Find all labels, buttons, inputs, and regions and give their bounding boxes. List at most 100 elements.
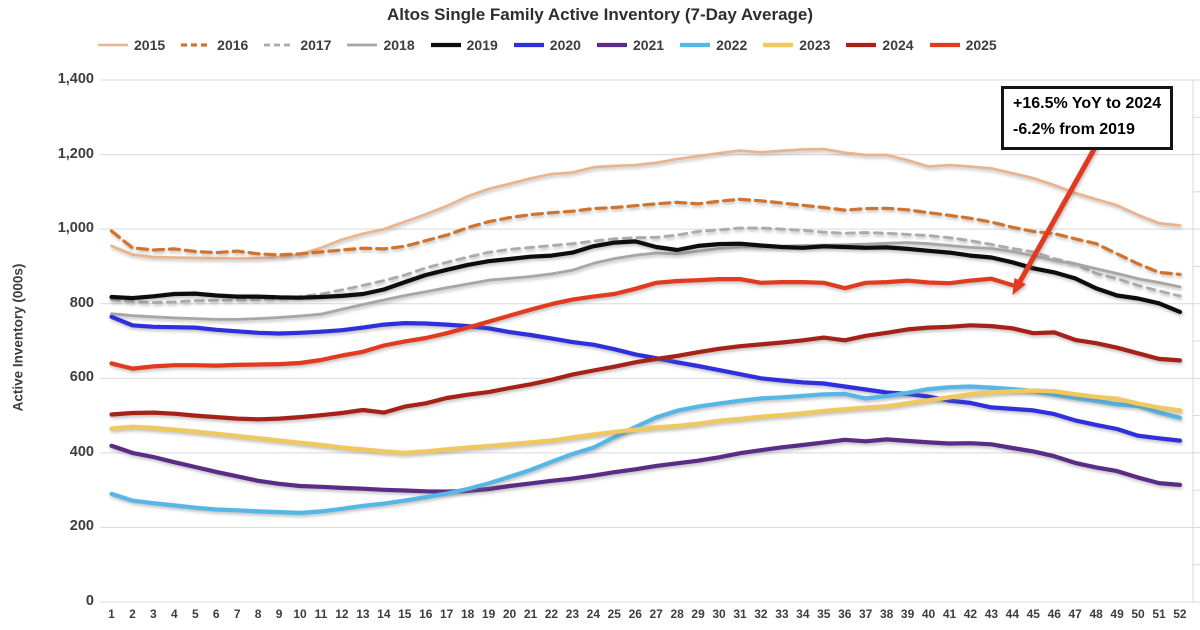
x-tick-label: 12 (335, 607, 349, 621)
legend-label: 2015 (134, 37, 166, 53)
x-tick-label: 48 (1089, 607, 1103, 621)
series-line-2017 (110, 226, 1182, 305)
x-tick-label: 7 (233, 607, 241, 621)
x-tick-label: 13 (356, 607, 370, 621)
x-tick-label: 11 (314, 607, 328, 621)
x-tick-label: 5 (191, 607, 199, 621)
x-tick-label: 52 (1173, 607, 1187, 621)
legend-item-2017: 2017 (263, 37, 331, 53)
legend-swatch-2017 (264, 43, 295, 47)
legend-label: 2021 (632, 37, 665, 53)
series-line-2018 (110, 241, 1182, 321)
x-tick-label: 39 (900, 607, 915, 621)
x-tick-label: 3 (150, 607, 157, 621)
series-line-2019 (109, 239, 1183, 314)
x-tick-label: 32 (754, 607, 768, 621)
x-tick-label: 38 (879, 607, 894, 621)
chart-title: Altos Single Family Active Inventory (7-… (386, 5, 814, 24)
legend-swatch-2020 (513, 42, 544, 48)
x-tick-label: 43 (984, 607, 999, 621)
x-tick-label: 24 (586, 607, 601, 621)
x-tick-label: 2 (129, 607, 136, 621)
x-tick-label: 46 (1047, 607, 1061, 621)
x-tick-label: 20 (502, 607, 517, 621)
series-line-2025 (109, 276, 1015, 371)
x-tick-label: 10 (293, 607, 307, 621)
y-tick-label: 1,000 (57, 220, 94, 237)
legend-label: 2025 (965, 37, 997, 53)
x-tick-label: 29 (691, 607, 705, 621)
legend-item-2020: 2020 (513, 37, 581, 53)
legend-item-2023: 2023 (762, 37, 830, 53)
series-line-2020 (109, 314, 1183, 443)
series-line-2023 (109, 388, 1183, 456)
legend-label: 2022 (716, 37, 748, 53)
legend-item-2015: 2015 (97, 37, 165, 53)
legend-swatch-2021 (596, 42, 627, 48)
legend-item-2018: 2018 (346, 37, 415, 53)
x-tick-label: 18 (460, 607, 475, 621)
x-tick-label: 35 (817, 607, 831, 621)
legend-label: 2017 (300, 37, 332, 53)
x-tick-label: 44 (1005, 607, 1020, 621)
annotation-arrow-shaft (1017, 142, 1100, 283)
x-tick-label: 47 (1068, 607, 1082, 621)
x-tick-label: 27 (649, 607, 663, 621)
y-tick-label: 1,200 (57, 145, 94, 162)
x-tick-label: 50 (1131, 607, 1145, 621)
series-line-2024 (109, 323, 1183, 422)
legend-swatch-2019 (430, 42, 461, 48)
series-line-2021 (109, 437, 1183, 494)
series-line-2022 (109, 384, 1183, 516)
legend-swatch-2016 (181, 43, 212, 47)
x-tick-label: 42 (963, 607, 978, 621)
x-tick-label: 31 (733, 607, 747, 621)
x-tick-label: 8 (254, 607, 262, 621)
x-tick-label: 40 (921, 607, 936, 621)
y-tick-label: 0 (85, 593, 94, 609)
x-tick-label: 45 (1026, 607, 1040, 621)
y-tick-label: 200 (69, 518, 94, 535)
legend-swatch-2023 (763, 42, 794, 48)
y-tick-label: 400 (69, 443, 94, 460)
annotation-callout: +16.5% YoY to 2024 -6.2% from 2019 (1001, 86, 1174, 150)
annotation-arrow-head (1012, 277, 1026, 296)
x-tick-label: 51 (1152, 607, 1166, 621)
legend-item-2016: 2016 (180, 37, 248, 53)
legend-swatch-2024 (846, 42, 877, 48)
legend-item-2022: 2022 (679, 37, 747, 53)
legend-swatch-2025 (929, 42, 960, 48)
legend-label: 2019 (466, 37, 498, 53)
x-tick-label: 22 (544, 607, 559, 621)
x-tick-label: 28 (670, 607, 684, 621)
legend: 2015 2016 2017 2018 2019 2020 2021 2022 2023 2024… (97, 37, 997, 53)
x-tick-label: 19 (481, 607, 496, 621)
annotation-line-2: -6.2% from 2019 (1013, 121, 1135, 138)
legend-swatch-2018 (347, 43, 378, 47)
x-tick-label: 1 (108, 607, 115, 621)
legend-label: 2016 (217, 37, 249, 53)
legend-item-2019: 2019 (430, 37, 498, 53)
y-tick-label: 1,400 (57, 71, 94, 87)
legend-label: 2020 (549, 37, 581, 53)
x-tick-label: 25 (607, 607, 621, 621)
legend-label: 2024 (882, 37, 914, 53)
legend-item-2025: 2025 (929, 37, 997, 53)
legend-label: 2018 (383, 37, 415, 53)
legend-swatch-2022 (680, 42, 711, 48)
legend-item-2024: 2024 (845, 37, 914, 53)
series-line-2016 (109, 197, 1182, 276)
x-tick-label: 23 (565, 607, 580, 621)
x-tick-label: 16 (419, 607, 433, 621)
x-tick-label: 4 (171, 607, 178, 621)
legend-item-2021: 2021 (596, 37, 664, 53)
legend-swatch-2015 (98, 43, 128, 47)
y-tick-label: 800 (69, 294, 94, 311)
x-tick-label: 49 (1110, 607, 1124, 621)
x-tick-label: 34 (796, 607, 810, 621)
annotation-line-1: +16.5% YoY to 2024 (1013, 95, 1162, 112)
x-tick-label: 17 (440, 607, 454, 621)
x-tick-label: 37 (859, 607, 873, 621)
